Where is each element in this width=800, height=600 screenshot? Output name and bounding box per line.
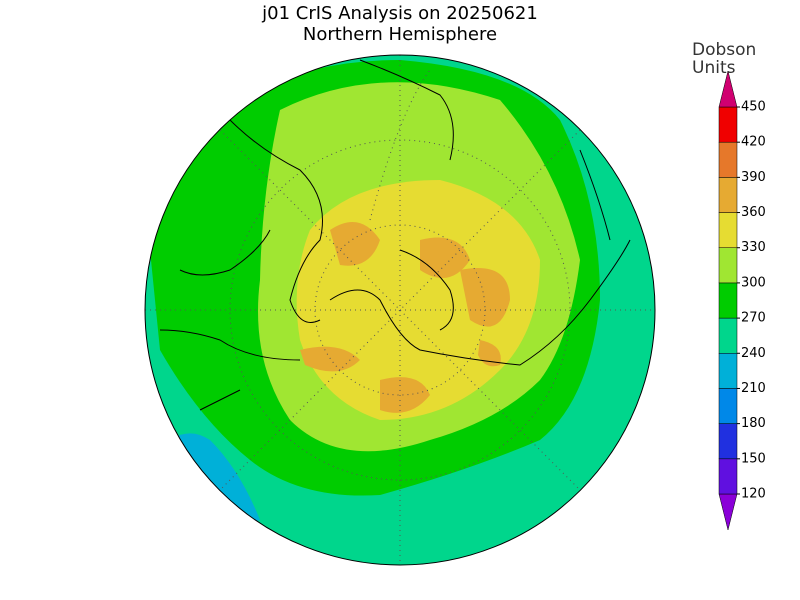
colorbar-band: [718, 106, 738, 143]
colorbar-band: [718, 247, 738, 284]
colorbar-tick-label: 210: [741, 381, 766, 396]
title: j01 CrIS Analysis on 20250621: [261, 3, 538, 24]
colorbar-tick-label: 330: [741, 240, 766, 255]
colorbar-tick-label: 150: [741, 451, 766, 466]
colorbar-band: [718, 458, 738, 495]
colorbar-band: [718, 317, 738, 354]
colorbar-tick-label: 420: [741, 135, 766, 150]
colorbar-tick-label: 270: [741, 311, 766, 326]
colorbar-tick-label: 120: [741, 487, 766, 502]
colorbar-tick-label: 240: [741, 346, 766, 361]
subtitle: Northern Hemisphere: [303, 24, 497, 45]
colorbar-tick-label: 450: [741, 100, 766, 115]
colorbar-tick-label: 360: [741, 205, 766, 220]
colorbar-tick-label: 390: [741, 170, 766, 185]
colorbar-under: [718, 493, 738, 531]
colorbar-tick-label: 180: [741, 416, 766, 431]
colorbar-over: [718, 70, 738, 108]
colorbar-band: [718, 177, 738, 213]
colorbar-band: [718, 423, 738, 460]
colorbar-band: [718, 141, 738, 178]
colorbar-band: [718, 282, 738, 319]
colorbar-tick-label: 300: [741, 275, 766, 290]
colorbar-band: [718, 353, 738, 389]
hemisphere-map: [144, 54, 656, 566]
colorbar-band: [718, 212, 738, 248]
colorbar-title: Dobson: [692, 40, 756, 60]
colorbar-band: [718, 388, 738, 424]
colorbar-title: Units: [692, 58, 736, 78]
